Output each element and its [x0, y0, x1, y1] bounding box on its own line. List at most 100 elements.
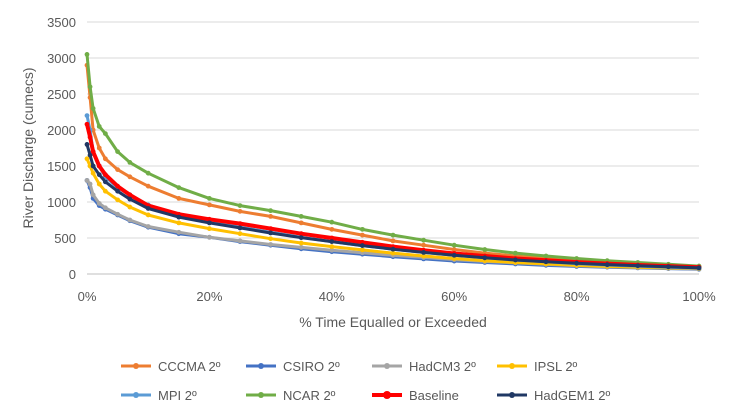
data-point [329, 244, 335, 250]
data-point [268, 226, 273, 232]
y-tick-label: 3000 [47, 51, 76, 66]
data-point [451, 242, 457, 248]
y-tick-label: 3500 [47, 15, 76, 30]
series-line [85, 157, 701, 271]
data-point [237, 238, 243, 244]
data-point [96, 172, 102, 178]
data-point [127, 174, 133, 180]
x-tick-label: 0% [78, 289, 97, 304]
series-line [85, 142, 701, 270]
series-3 [84, 156, 702, 271]
data-point [145, 183, 151, 189]
legend-label: NCAR 2º [283, 388, 336, 403]
data-point [237, 221, 243, 227]
data-point [329, 247, 335, 253]
legend-item: NCAR 2º [246, 388, 336, 403]
legend-swatch-marker [383, 391, 391, 399]
data-point [90, 192, 96, 198]
x-tick-label: 20% [196, 289, 222, 304]
data-point [176, 220, 182, 226]
data-point [115, 167, 120, 173]
data-point [84, 121, 90, 127]
legend-label: Baseline [409, 388, 459, 403]
x-tick-label: 80% [564, 289, 590, 304]
x-tick-label: 40% [319, 289, 345, 304]
data-point [145, 170, 151, 176]
data-point [90, 163, 96, 169]
data-point [390, 246, 396, 252]
data-point [298, 244, 304, 250]
legend-item: HadCM3 2º [372, 359, 476, 374]
data-point [329, 239, 335, 245]
data-point [268, 230, 273, 236]
series-lines [84, 52, 702, 272]
series-5 [84, 52, 702, 269]
data-point [329, 226, 335, 232]
data-point [421, 250, 426, 255]
data-point [268, 208, 273, 214]
y-tick-label: 0 [69, 267, 76, 282]
legend-item: IPSL 2º [497, 359, 578, 374]
data-point [696, 265, 702, 271]
data-point [451, 252, 457, 258]
legend-label: CCCMA 2º [158, 359, 221, 374]
y-axis-label: River Discharge (cumecs) [20, 67, 36, 228]
legend-item: HadGEM1 2º [497, 388, 611, 403]
data-point [115, 197, 120, 203]
data-point [421, 253, 426, 259]
y-tick-label: 2500 [47, 87, 76, 102]
data-point [543, 253, 549, 259]
data-point [96, 181, 102, 187]
legend-item: Baseline [372, 388, 459, 403]
data-point [87, 152, 93, 158]
data-point [96, 201, 102, 206]
data-point [127, 192, 133, 198]
data-point [298, 220, 304, 226]
legend-swatch-marker [133, 392, 139, 398]
data-point [543, 259, 549, 265]
data-point [90, 149, 96, 155]
data-point [666, 264, 671, 270]
series-2 [84, 178, 702, 272]
legend-label: MPI 2º [158, 388, 197, 403]
data-point [207, 226, 212, 232]
data-point [390, 232, 396, 238]
series-7 [84, 142, 702, 271]
legend-label: CSIRO 2º [283, 359, 340, 374]
data-point [360, 243, 365, 248]
data-point [127, 217, 133, 223]
y-tick-label: 2000 [47, 123, 76, 138]
data-point [115, 183, 120, 189]
x-axis-label: % Time Equalled or Exceeded [299, 314, 487, 330]
legend-label: HadCM3 2º [409, 359, 476, 374]
data-point [90, 170, 96, 176]
data-point [87, 181, 93, 187]
data-point [176, 196, 182, 201]
data-point [207, 196, 212, 201]
data-point [102, 172, 108, 178]
data-point [87, 84, 93, 90]
data-point [84, 52, 90, 57]
data-point [268, 242, 273, 247]
data-point [127, 204, 133, 210]
data-point [513, 250, 518, 256]
data-point [102, 188, 108, 194]
legend-item: CCCMA 2º [121, 359, 221, 374]
data-point [115, 149, 120, 155]
data-point [145, 224, 151, 229]
data-point [96, 163, 102, 169]
legend-swatch-marker [258, 363, 264, 369]
data-point [513, 257, 518, 263]
data-point [84, 142, 90, 147]
data-point [268, 214, 273, 219]
data-point [237, 203, 243, 209]
legend-item: MPI 2º [121, 388, 197, 403]
data-point [298, 231, 304, 237]
data-point [298, 240, 304, 246]
data-point [574, 260, 579, 266]
data-point [207, 202, 212, 208]
data-point [207, 220, 212, 226]
data-point [84, 178, 90, 183]
data-point [102, 179, 108, 185]
